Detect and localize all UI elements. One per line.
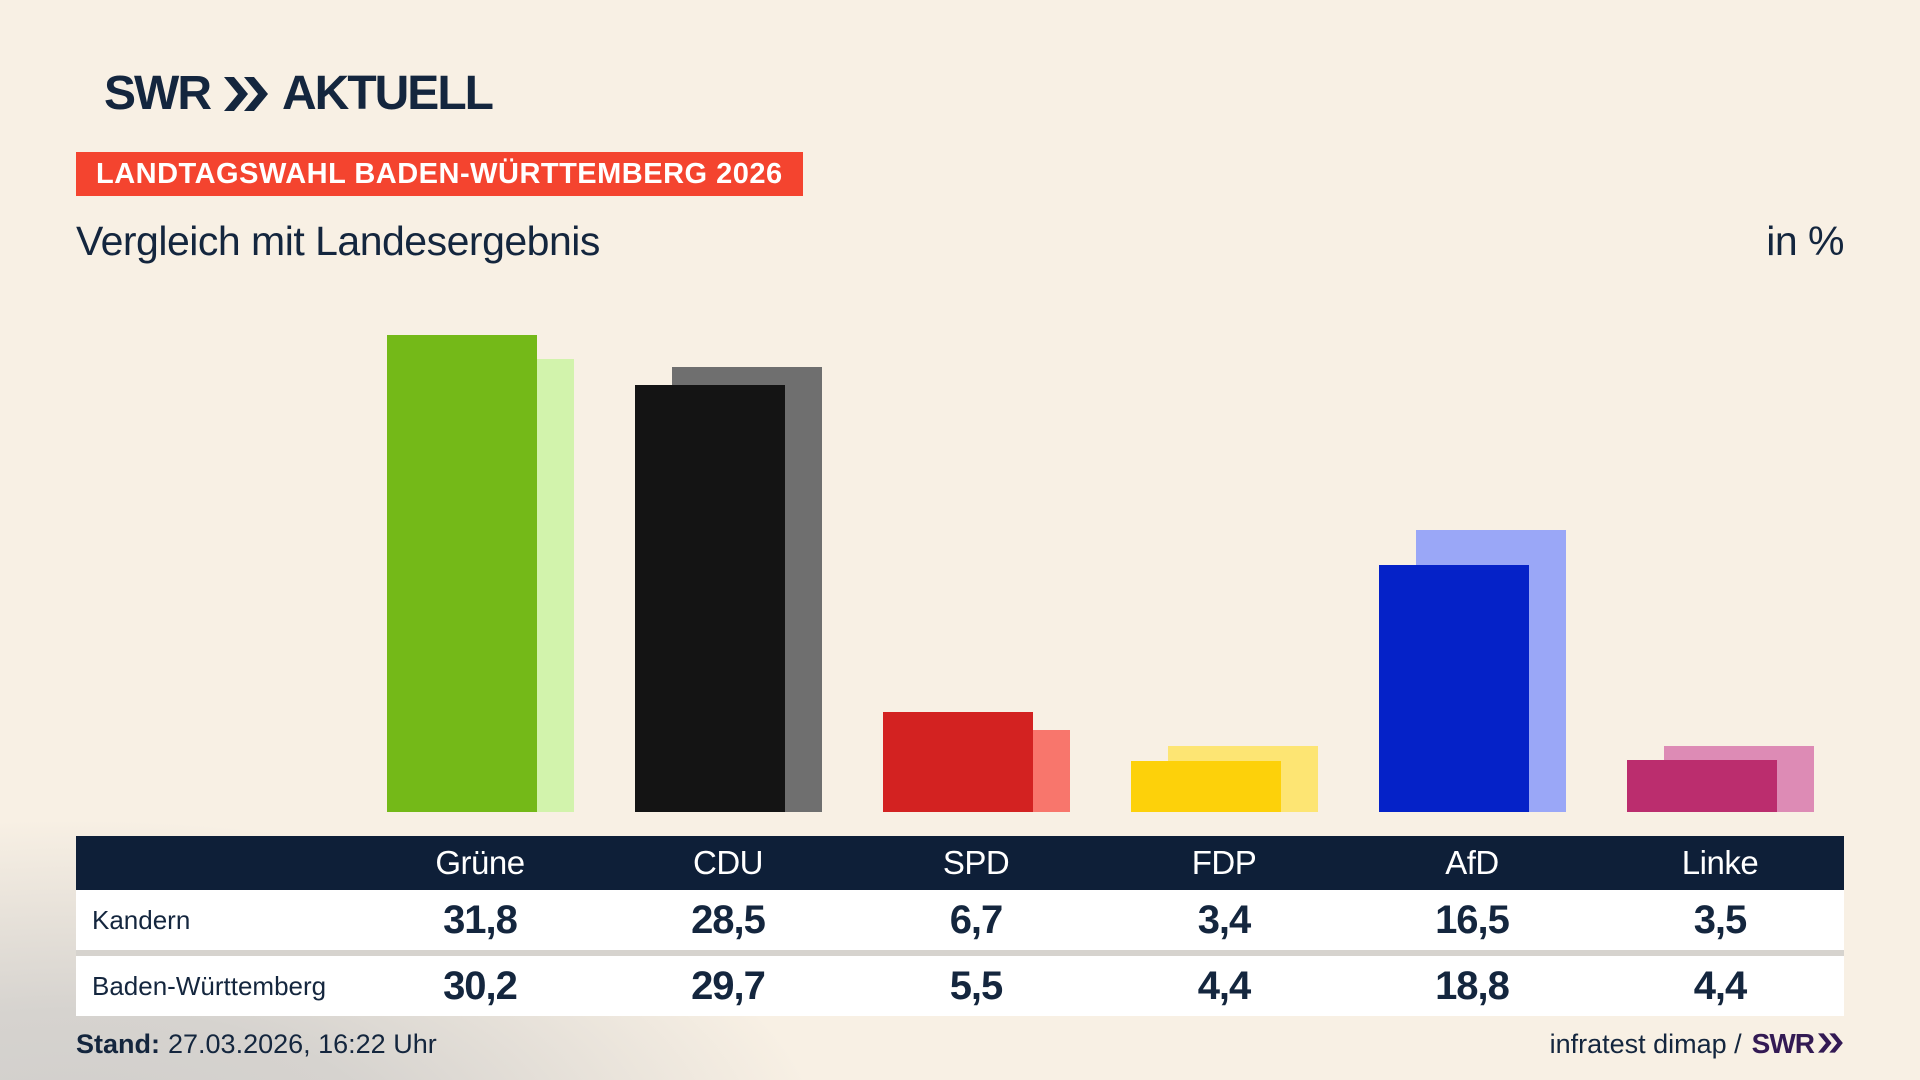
chart-group-afd	[1348, 292, 1596, 812]
bar-cdu-kandern	[635, 384, 785, 812]
table-row-kandern: Kandern 31,8 28,5 6,7 3,4 16,5 3,5	[76, 890, 1844, 950]
unit-label: in %	[1766, 218, 1844, 264]
cell-spd: 5,5	[949, 963, 1004, 1008]
double-chevron-icon	[1818, 1028, 1844, 1060]
logo-swr-text: SWR	[104, 67, 212, 120]
bar-fdp-kandern	[1131, 761, 1281, 812]
table-header-row: Grüne CDU SPD FDP AfD Linke	[76, 836, 1844, 890]
cell-linke: 4,4	[1693, 963, 1748, 1008]
logo-aktuell-text: AKTUELL	[281, 67, 494, 120]
cell-cdu: 28,5	[691, 897, 766, 942]
chart-group-cdu	[604, 292, 852, 812]
stand-value: 27.03.2026, 16:22 Uhr	[168, 1028, 437, 1059]
row-label: Kandern	[92, 904, 191, 935]
bar-chart	[356, 292, 1844, 812]
chart-group-fdp	[1100, 292, 1348, 812]
source-text: infratest dimap /	[1549, 1028, 1742, 1059]
row-label: Baden-Württemberg	[92, 970, 327, 1001]
cell-afd: 18,8	[1435, 963, 1510, 1008]
stand-label: Stand:	[76, 1028, 160, 1059]
table-header-gruene: Grüne	[435, 844, 525, 881]
table-header-fdp: FDP	[1191, 844, 1257, 881]
cell-fdp: 3,4	[1197, 897, 1252, 942]
table-header-cdu: CDU	[693, 844, 764, 881]
election-badge: LANDTAGSWAHL BADEN-WÜRTTEMBERG 2026	[76, 152, 803, 196]
footer: Stand: 27.03.2026, 16:22 Uhr infratest di…	[76, 1028, 1844, 1060]
swr-aktuell-logo: SWR AKTUELL	[104, 66, 494, 121]
title-row: Vergleich mit Landesergebnis in %	[76, 218, 1844, 265]
cell-gruene: 30,2	[443, 963, 518, 1008]
table-header-linke: Linke	[1681, 844, 1759, 881]
cell-linke: 3,5	[1693, 897, 1748, 942]
table-row-baden-wuerttemberg: Baden-Württemberg 30,2 29,7 5,5 4,4 18,8 4,4	[76, 956, 1844, 1016]
results-table: Grüne CDU SPD FDP AfD Linke Kandern 31,8 28,5 6,7…	[76, 836, 1844, 1016]
cell-spd: 6,7	[949, 897, 1004, 942]
chart-group-spd	[852, 292, 1100, 812]
source-credit: infratest dimap / SWR	[1550, 1028, 1844, 1060]
bar-linke-kandern	[1627, 759, 1777, 812]
bar-gruene-kandern	[387, 335, 537, 812]
row-divider	[76, 950, 1844, 956]
cell-fdp: 4,4	[1197, 963, 1252, 1008]
cell-cdu: 29,7	[691, 963, 766, 1008]
cell-gruene: 31,8	[443, 897, 518, 942]
chart-title: Vergleich mit Landesergebnis	[76, 218, 600, 264]
cell-afd: 16,5	[1435, 897, 1510, 942]
chart-group-linke	[1596, 292, 1844, 812]
swr-source-logo: SWR	[1752, 1028, 1844, 1060]
bar-spd-kandern	[883, 711, 1033, 812]
table-header-afd: AfD	[1445, 844, 1499, 881]
table-header-spd: SPD	[942, 844, 1010, 881]
double-chevron-icon	[223, 76, 270, 111]
chart-group-gruene	[356, 292, 604, 812]
bar-afd-kandern	[1379, 564, 1529, 812]
stand-timestamp: Stand: 27.03.2026, 16:22 Uhr	[76, 1029, 437, 1060]
source-brand-text: SWR	[1751, 1028, 1815, 1059]
